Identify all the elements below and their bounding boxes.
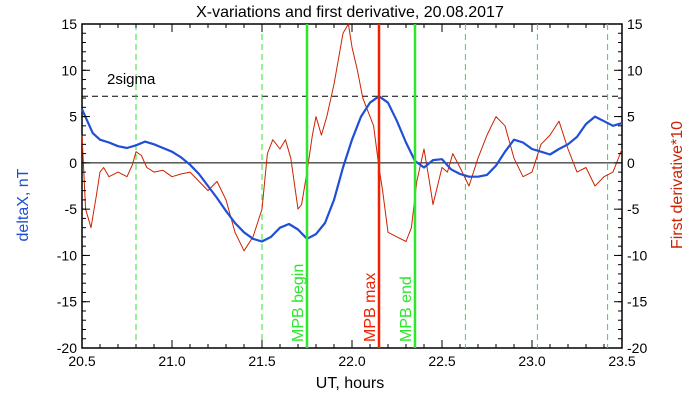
x-tick-label: 22.0 bbox=[338, 353, 365, 369]
y-tick-label-left: -5 bbox=[65, 201, 78, 217]
x-tick-label: 21.0 bbox=[158, 353, 185, 369]
marker-label: MPB end bbox=[398, 276, 415, 342]
y-axis-label-right: First derivative*10 bbox=[669, 121, 686, 249]
deltax-series-line bbox=[80, 95, 623, 243]
y-axis-label-left: deltaX, nT bbox=[15, 168, 32, 241]
left-y-axis-ticks: -20 -15 -10 -5 0 5 10 15 bbox=[57, 16, 90, 356]
y-tick-label-left: 15 bbox=[61, 16, 77, 32]
y-tick-label-right: -5 bbox=[627, 201, 640, 217]
y-tick-label-right: -20 bbox=[627, 340, 647, 356]
y-tick-label-left: 5 bbox=[69, 109, 77, 125]
y-tick-label-right: 15 bbox=[627, 16, 643, 32]
chart-title: X-variations and first derivative, 20.08… bbox=[196, 4, 504, 21]
reference-lines bbox=[82, 24, 622, 348]
two-sigma-label: 2sigma bbox=[107, 71, 156, 88]
marker-label: MPB begin bbox=[290, 264, 307, 342]
x-axis-label: UT, hours bbox=[316, 375, 384, 392]
x-tick-label: 23.5 bbox=[608, 353, 635, 369]
y-tick-label-right: 5 bbox=[627, 109, 635, 125]
y-tick-label-left: -15 bbox=[57, 294, 77, 310]
y-tick-label-left: 0 bbox=[69, 155, 77, 171]
x-tick-label: 23.0 bbox=[518, 353, 545, 369]
marker-label: MPB max bbox=[362, 273, 379, 342]
right-y-axis-ticks: -20 -15 -10 -5 0 5 10 15 bbox=[614, 16, 647, 356]
x-tick-label: 22.5 bbox=[428, 353, 455, 369]
y-tick-label-right: 0 bbox=[627, 155, 635, 171]
x-tick-label: 21.5 bbox=[248, 353, 275, 369]
x-axis-ticks: 20.5 21.0 21.5 22.0 22.5 23.0 23.5 bbox=[68, 24, 636, 369]
x-tick-label: 20.5 bbox=[68, 353, 95, 369]
y-tick-label-right: 10 bbox=[627, 62, 643, 78]
y-tick-label-left: -20 bbox=[57, 340, 77, 356]
plot-frame bbox=[81, 23, 623, 349]
event-markers: MPB begin MPB max MPB end bbox=[290, 24, 417, 348]
y-tick-label-left: 10 bbox=[61, 62, 77, 78]
y-tick-label-right: -15 bbox=[627, 294, 647, 310]
y-tick-label-left: -10 bbox=[57, 247, 77, 263]
derivative-series-line bbox=[81, 23, 623, 252]
y-tick-label-right: -10 bbox=[627, 247, 647, 263]
series-layer bbox=[80, 23, 623, 252]
